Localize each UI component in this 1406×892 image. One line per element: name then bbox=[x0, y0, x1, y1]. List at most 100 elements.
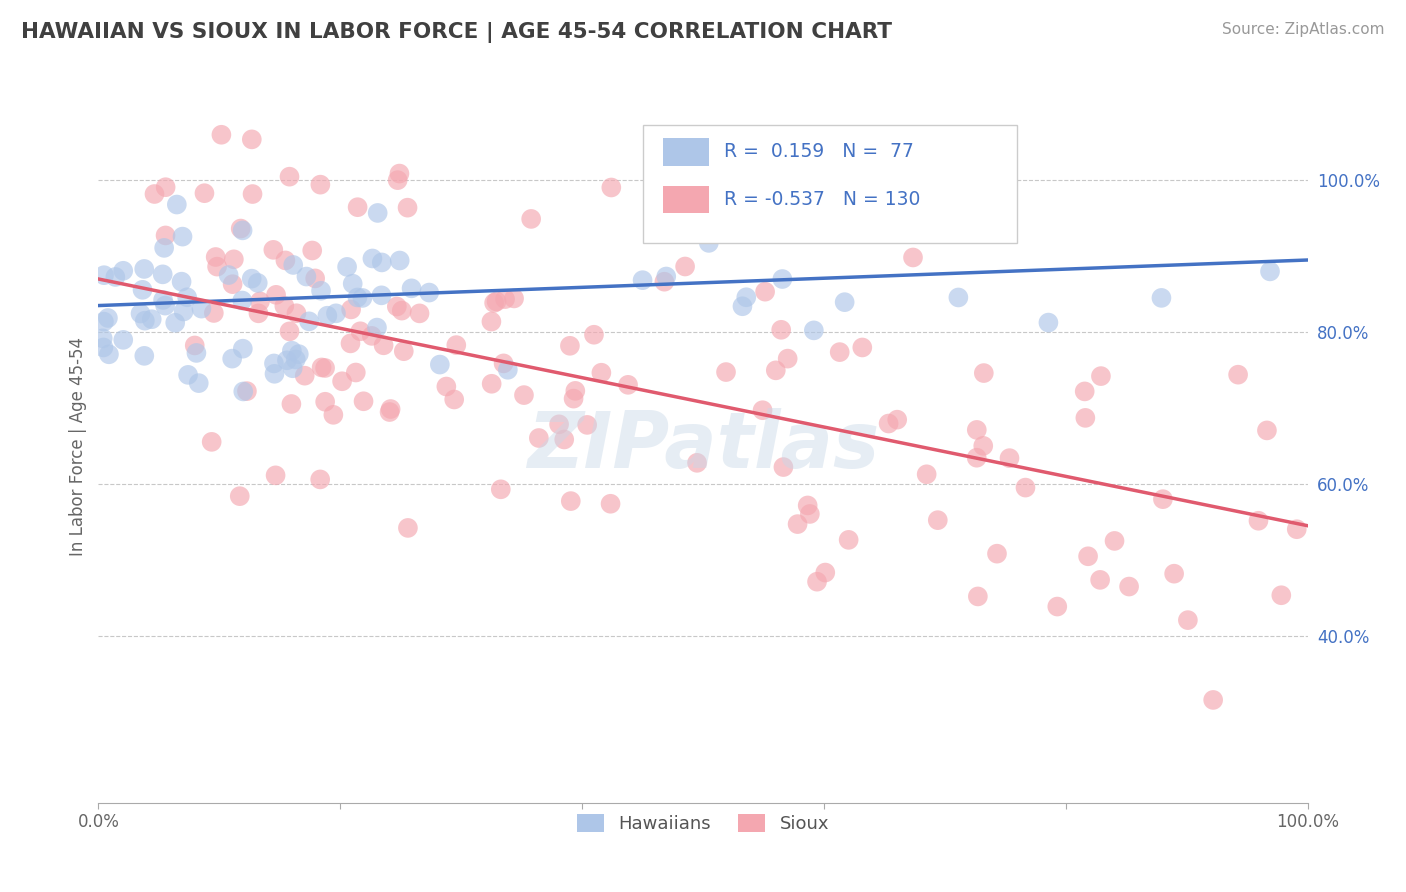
Point bbox=[112, 333, 135, 347]
Point bbox=[1073, 384, 1095, 399]
Point bbox=[370, 288, 392, 302]
Point bbox=[330, 374, 353, 388]
Point bbox=[232, 342, 254, 356]
Point bbox=[172, 229, 194, 244]
Point bbox=[339, 336, 361, 351]
Point bbox=[443, 392, 465, 407]
Bar bbox=[664, 138, 709, 166]
Point bbox=[1227, 368, 1250, 382]
Text: R = -0.537   N = 130: R = -0.537 N = 130 bbox=[724, 190, 920, 210]
Point bbox=[886, 412, 908, 426]
Point bbox=[247, 306, 270, 320]
Point bbox=[349, 324, 371, 338]
Point bbox=[446, 338, 468, 352]
Point bbox=[309, 472, 332, 486]
Point bbox=[190, 301, 212, 316]
Point bbox=[134, 349, 156, 363]
Point bbox=[408, 306, 430, 320]
Point bbox=[654, 275, 676, 289]
Point bbox=[562, 392, 585, 406]
Point bbox=[576, 417, 599, 432]
Point bbox=[360, 329, 382, 343]
Point bbox=[1077, 549, 1099, 564]
Point bbox=[1256, 424, 1278, 438]
Point bbox=[367, 206, 389, 220]
Point bbox=[285, 306, 308, 320]
Point bbox=[97, 347, 120, 361]
Point bbox=[731, 299, 754, 313]
Text: ZIPatlas: ZIPatlas bbox=[527, 408, 879, 484]
Point bbox=[966, 590, 988, 604]
Point bbox=[600, 180, 623, 194]
Point bbox=[527, 431, 550, 445]
Bar bbox=[664, 186, 709, 212]
Point bbox=[1150, 291, 1173, 305]
Point bbox=[294, 368, 316, 383]
Point bbox=[714, 365, 737, 379]
Point bbox=[1152, 492, 1174, 507]
Point bbox=[201, 434, 224, 449]
Point bbox=[851, 341, 873, 355]
Point bbox=[770, 323, 793, 337]
Point bbox=[344, 366, 367, 380]
Point bbox=[311, 360, 333, 375]
Point bbox=[513, 388, 536, 402]
Point bbox=[264, 468, 287, 483]
Point bbox=[1104, 533, 1126, 548]
Point bbox=[1074, 410, 1097, 425]
Point bbox=[263, 356, 285, 370]
Point bbox=[998, 451, 1021, 466]
Point bbox=[281, 343, 304, 358]
Point bbox=[770, 272, 793, 286]
FancyBboxPatch shape bbox=[643, 125, 1018, 243]
Text: R =  0.159   N =  77: R = 0.159 N = 77 bbox=[724, 143, 914, 161]
Point bbox=[141, 312, 163, 326]
Point bbox=[314, 394, 336, 409]
Point bbox=[387, 173, 409, 187]
Point bbox=[152, 293, 174, 307]
Point bbox=[560, 494, 582, 508]
Point bbox=[838, 533, 860, 547]
Point bbox=[392, 344, 415, 359]
Point bbox=[520, 211, 543, 226]
Point bbox=[373, 338, 395, 352]
Point bbox=[314, 361, 336, 376]
Y-axis label: In Labor Force | Age 45-54: In Labor Force | Age 45-54 bbox=[69, 336, 87, 556]
Point bbox=[309, 284, 332, 298]
Point bbox=[496, 363, 519, 377]
Point bbox=[346, 290, 368, 304]
Point bbox=[776, 351, 799, 366]
Point bbox=[1014, 481, 1036, 495]
Point bbox=[193, 186, 215, 201]
Point bbox=[221, 351, 243, 366]
Point bbox=[1258, 264, 1281, 278]
Point bbox=[112, 264, 135, 278]
Point bbox=[371, 255, 394, 269]
Point bbox=[986, 547, 1008, 561]
Point bbox=[786, 517, 808, 532]
Point bbox=[222, 252, 245, 267]
Point bbox=[325, 306, 347, 320]
Point bbox=[278, 169, 301, 184]
Point bbox=[1038, 316, 1060, 330]
Point bbox=[481, 376, 503, 391]
Point bbox=[309, 178, 332, 192]
Point bbox=[155, 228, 177, 243]
Point bbox=[295, 269, 318, 284]
Point bbox=[492, 356, 515, 370]
Point bbox=[93, 341, 115, 355]
Point bbox=[264, 288, 287, 302]
Point bbox=[288, 347, 311, 361]
Point bbox=[834, 295, 856, 310]
Point bbox=[322, 408, 344, 422]
Point bbox=[346, 200, 368, 214]
Point bbox=[316, 309, 339, 323]
Point bbox=[686, 456, 709, 470]
Point bbox=[1285, 522, 1308, 536]
Point bbox=[388, 167, 411, 181]
Point bbox=[184, 338, 207, 352]
Point bbox=[548, 417, 571, 432]
Point bbox=[205, 260, 228, 274]
Point bbox=[828, 345, 851, 359]
Point bbox=[186, 346, 208, 360]
